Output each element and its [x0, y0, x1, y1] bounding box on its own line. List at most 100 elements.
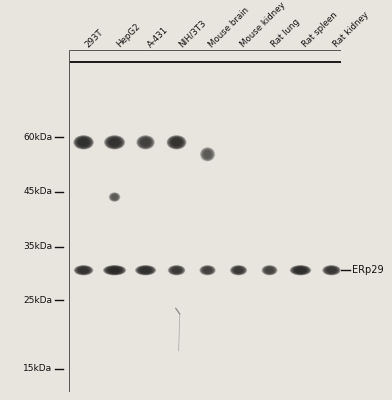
Ellipse shape	[231, 266, 246, 275]
Ellipse shape	[76, 266, 91, 274]
Ellipse shape	[140, 267, 151, 273]
Ellipse shape	[295, 267, 306, 273]
Text: 35kDa: 35kDa	[23, 242, 52, 251]
Ellipse shape	[109, 192, 120, 202]
Ellipse shape	[138, 137, 152, 148]
Ellipse shape	[110, 193, 119, 201]
Ellipse shape	[108, 138, 121, 147]
Ellipse shape	[137, 136, 154, 149]
Ellipse shape	[233, 267, 244, 274]
Ellipse shape	[200, 265, 216, 275]
Ellipse shape	[109, 192, 120, 202]
Ellipse shape	[202, 149, 213, 160]
Ellipse shape	[170, 266, 183, 274]
Ellipse shape	[105, 266, 124, 274]
Ellipse shape	[324, 266, 339, 275]
Ellipse shape	[232, 266, 245, 274]
Ellipse shape	[201, 266, 214, 274]
Ellipse shape	[78, 138, 90, 147]
Ellipse shape	[172, 267, 181, 274]
Ellipse shape	[105, 136, 124, 149]
Ellipse shape	[323, 265, 340, 275]
Ellipse shape	[140, 267, 151, 274]
Ellipse shape	[109, 193, 120, 202]
Ellipse shape	[168, 136, 185, 148]
Ellipse shape	[139, 137, 152, 148]
Ellipse shape	[109, 267, 120, 273]
Ellipse shape	[293, 266, 308, 274]
Ellipse shape	[75, 266, 92, 275]
Ellipse shape	[232, 266, 245, 274]
Ellipse shape	[201, 148, 214, 161]
Ellipse shape	[167, 136, 186, 149]
Ellipse shape	[171, 138, 182, 147]
Text: Rat spleen: Rat spleen	[301, 10, 339, 49]
Ellipse shape	[169, 266, 184, 275]
Ellipse shape	[327, 267, 337, 274]
Ellipse shape	[111, 194, 118, 200]
Ellipse shape	[78, 138, 89, 146]
Ellipse shape	[111, 194, 119, 201]
Ellipse shape	[137, 136, 154, 149]
Text: HepG2: HepG2	[114, 22, 142, 49]
Ellipse shape	[138, 136, 153, 148]
Ellipse shape	[135, 265, 156, 275]
Ellipse shape	[322, 265, 341, 275]
Ellipse shape	[136, 266, 155, 275]
Ellipse shape	[104, 136, 125, 149]
Ellipse shape	[74, 136, 93, 149]
Ellipse shape	[74, 266, 93, 275]
Ellipse shape	[111, 194, 118, 200]
Ellipse shape	[168, 136, 185, 149]
Text: NIH/3T3: NIH/3T3	[176, 18, 207, 49]
Ellipse shape	[109, 193, 120, 201]
Ellipse shape	[292, 266, 309, 274]
Ellipse shape	[136, 266, 155, 275]
Ellipse shape	[108, 267, 121, 274]
Ellipse shape	[202, 149, 213, 160]
Ellipse shape	[202, 267, 213, 274]
Ellipse shape	[105, 266, 124, 275]
Ellipse shape	[199, 265, 216, 275]
Ellipse shape	[168, 265, 185, 275]
Ellipse shape	[138, 266, 154, 274]
Ellipse shape	[294, 267, 307, 274]
Ellipse shape	[107, 137, 123, 148]
Ellipse shape	[326, 267, 337, 274]
Ellipse shape	[201, 148, 214, 161]
Ellipse shape	[168, 265, 185, 275]
Ellipse shape	[201, 148, 214, 160]
Ellipse shape	[169, 266, 183, 274]
Text: 45kDa: 45kDa	[23, 188, 52, 196]
Ellipse shape	[110, 193, 119, 201]
Ellipse shape	[294, 267, 307, 274]
Ellipse shape	[171, 266, 183, 274]
Ellipse shape	[76, 137, 91, 148]
Text: 15kDa: 15kDa	[23, 364, 52, 373]
Ellipse shape	[230, 265, 247, 275]
Ellipse shape	[169, 137, 184, 148]
Ellipse shape	[201, 266, 214, 274]
Ellipse shape	[265, 267, 275, 274]
Text: 60kDa: 60kDa	[23, 133, 52, 142]
Ellipse shape	[137, 266, 154, 275]
Ellipse shape	[109, 138, 120, 147]
Text: A-431: A-431	[145, 25, 170, 49]
Ellipse shape	[171, 267, 182, 274]
Ellipse shape	[201, 266, 214, 275]
Ellipse shape	[73, 135, 94, 150]
Ellipse shape	[137, 136, 154, 149]
Ellipse shape	[106, 136, 123, 148]
Ellipse shape	[135, 265, 156, 275]
Ellipse shape	[107, 137, 122, 148]
Ellipse shape	[77, 266, 90, 274]
Ellipse shape	[139, 267, 152, 274]
Ellipse shape	[261, 265, 278, 275]
Ellipse shape	[294, 267, 307, 274]
Ellipse shape	[107, 267, 122, 274]
Ellipse shape	[264, 266, 275, 274]
Ellipse shape	[290, 265, 311, 275]
Ellipse shape	[171, 267, 182, 274]
Ellipse shape	[203, 149, 212, 159]
Ellipse shape	[140, 138, 151, 147]
